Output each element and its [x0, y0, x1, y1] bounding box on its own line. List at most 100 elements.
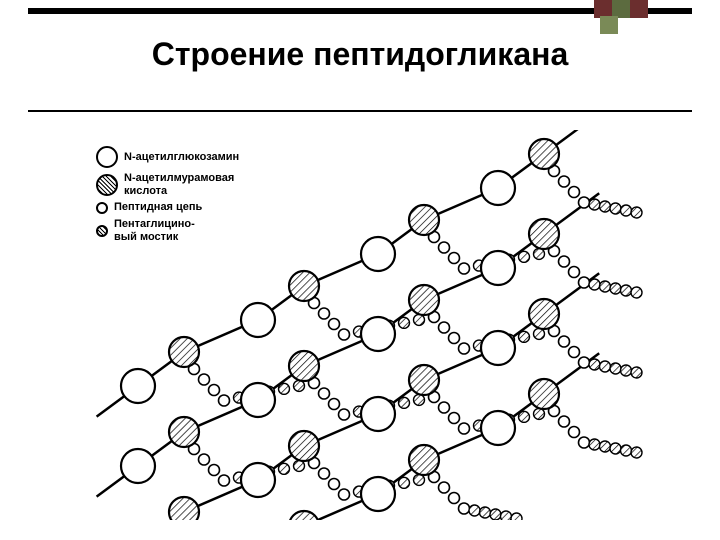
nam-unit — [409, 445, 439, 475]
bridge-bead — [511, 513, 522, 520]
bridge-bead — [589, 279, 600, 290]
bridge-bead — [294, 380, 305, 391]
peptide-bead — [569, 427, 580, 438]
peptide-bead — [339, 329, 350, 340]
nam-unit — [529, 299, 559, 329]
peptide-bead — [199, 454, 210, 465]
nam-unit — [169, 337, 199, 367]
bridge-bead — [631, 447, 642, 458]
nam-unit — [529, 139, 559, 169]
peptide-bead — [449, 493, 460, 504]
nag-unit — [361, 397, 395, 431]
bridge-bead — [589, 199, 600, 210]
nag-unit — [121, 369, 155, 403]
peptide-bead — [459, 423, 470, 434]
bridge-bead — [414, 394, 425, 405]
bridge-bead — [519, 331, 530, 342]
bridge-bead — [501, 511, 512, 520]
peptide-bead — [459, 343, 470, 354]
bridge-bead — [589, 359, 600, 370]
peptide-bead — [449, 413, 460, 424]
nam-unit — [289, 271, 319, 301]
peptide-bead — [449, 333, 460, 344]
bridge-bead — [621, 285, 632, 296]
bridge-bead — [414, 314, 425, 325]
bridge-bead — [631, 287, 642, 298]
nag-unit — [481, 251, 515, 285]
bridge-bead — [621, 365, 632, 376]
bridge-bead — [600, 361, 611, 372]
bridge-bead — [534, 328, 545, 339]
peptide-bead — [439, 482, 450, 493]
peptide-bead — [459, 503, 470, 514]
peptide-bead — [319, 388, 330, 399]
peptide-bead — [559, 256, 570, 267]
peptide-bead — [439, 322, 450, 333]
peptide-bead — [579, 437, 590, 448]
peptide-bead — [319, 468, 330, 479]
bridge-bead — [610, 363, 621, 374]
peptide-bead — [329, 479, 340, 490]
peptide-bead — [439, 402, 450, 413]
bridge-bead — [600, 441, 611, 452]
peptide-bead — [209, 385, 220, 396]
peptide-bead — [569, 187, 580, 198]
nam-unit — [409, 365, 439, 395]
title-underline — [28, 110, 692, 112]
peptide-bead — [569, 267, 580, 278]
bridge-bead — [519, 251, 530, 262]
nag-unit — [361, 477, 395, 511]
nam-unit — [169, 497, 199, 520]
nag-unit — [241, 383, 275, 417]
bridge-bead — [610, 443, 621, 454]
chain-lines — [97, 130, 600, 520]
bridge-bead — [534, 408, 545, 419]
nag-unit — [241, 463, 275, 497]
nag-unit — [361, 237, 395, 271]
nam-unit — [289, 431, 319, 461]
peptide-bead — [209, 465, 220, 476]
peptide-bead — [569, 347, 580, 358]
bridge-bead — [631, 367, 642, 378]
bridge-bead — [600, 281, 611, 292]
bridge-bead — [480, 507, 491, 518]
peptide-bead — [459, 263, 470, 274]
peptidoglycan-diagram — [70, 130, 650, 520]
bridge-bead — [294, 460, 305, 471]
bridge-bead — [519, 411, 530, 422]
nam-unit — [289, 351, 319, 381]
peptide-bead — [579, 197, 590, 208]
bridge-bead — [279, 383, 290, 394]
nag-unit — [481, 411, 515, 445]
bridge-bead — [399, 317, 410, 328]
bridge-bead — [610, 283, 621, 294]
corner-square — [600, 16, 618, 34]
peptide-bead — [199, 374, 210, 385]
bridge-bead — [589, 439, 600, 450]
peptide-bead — [329, 319, 340, 330]
corner-square — [630, 0, 648, 18]
nag-unit — [241, 303, 275, 337]
nam-unit — [529, 219, 559, 249]
peptide-bead — [339, 409, 350, 420]
nag-unit — [361, 317, 395, 351]
bridge-bead — [490, 509, 501, 520]
bridge-bead — [631, 207, 642, 218]
bridge-bead — [414, 474, 425, 485]
sugar-units — [121, 139, 559, 520]
bridge-bead — [279, 463, 290, 474]
nam-unit — [169, 417, 199, 447]
nag-unit — [481, 171, 515, 205]
peptide-bead — [559, 416, 570, 427]
bridge-bead — [469, 505, 480, 516]
slide-title: Строение пептидогликана — [0, 36, 720, 73]
peptide-bead — [219, 475, 230, 486]
peptide-bead — [319, 308, 330, 319]
peptide-bead — [559, 176, 570, 187]
bridge-bead — [534, 248, 545, 259]
peptide-bead — [579, 357, 590, 368]
peptide-bead — [449, 253, 460, 264]
top-bar — [28, 8, 692, 14]
peptide-bead — [219, 395, 230, 406]
peptide-bead — [579, 277, 590, 288]
